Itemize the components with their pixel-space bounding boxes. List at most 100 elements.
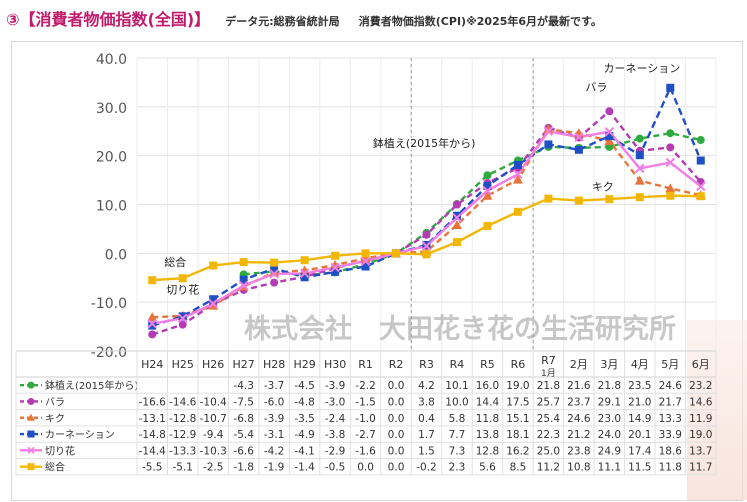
data-point (483, 221, 492, 230)
data-point (330, 262, 340, 273)
table-cell: 0.0 (388, 462, 405, 474)
table-cell: 7.3 (449, 445, 466, 457)
table-cell: 21.8 (598, 380, 621, 392)
legend-key-marker (27, 446, 35, 454)
table-cell: -1.4 (294, 462, 315, 474)
data-point (604, 127, 615, 137)
data-point (513, 169, 523, 179)
data-point (148, 276, 157, 285)
table-cell: -2.5 (203, 462, 224, 474)
data-point (148, 321, 157, 330)
data-point (361, 262, 370, 271)
table-cell: -10.4 (200, 396, 227, 408)
table-cell: 13.3 (659, 413, 682, 425)
x-tick-label: 5月 (661, 358, 679, 371)
data-point (605, 195, 614, 204)
table-cell: -0.5 (325, 462, 346, 474)
data-point (451, 220, 462, 230)
table-cell: 23.0 (598, 413, 621, 425)
x-tick-label: R6 (511, 358, 526, 371)
data-point (665, 183, 676, 193)
table-cell: -12.9 (169, 429, 196, 441)
table-cell: 20.1 (628, 429, 651, 441)
page-title: ③【消費者物価指数(全国)】 (6, 10, 211, 29)
series-line (243, 131, 702, 277)
table-cell: 10.8 (567, 462, 590, 474)
series-annotation: 鉢植え(2015年から) (373, 136, 476, 150)
table-cell: 0.0 (388, 413, 405, 425)
table-cell: -6.8 (233, 413, 254, 425)
header: ③【消費者物価指数(全国)】 データ元:総務省統計局 消費者物価指数(CPI)※… (6, 6, 602, 29)
table-cell: 10.1 (445, 380, 468, 392)
series-annotation: バラ (585, 81, 607, 94)
table-cell: 21.2 (567, 429, 590, 441)
data-point (482, 190, 493, 200)
x-tick-label: H25 (172, 358, 194, 371)
table-cell: 4.2 (418, 380, 435, 392)
table-cell: 24.0 (598, 429, 621, 441)
data-point (666, 143, 675, 152)
data-point (666, 191, 675, 200)
x-tick-label: H29 (293, 358, 315, 371)
table-cell: 13.8 (476, 429, 499, 441)
table-cell: 11.5 (628, 462, 651, 474)
data-point (270, 278, 279, 287)
data-point (360, 256, 371, 266)
x-tick-label: R5 (480, 358, 495, 371)
table-cell: 17.4 (628, 445, 652, 457)
table-cell: 22.3 (537, 429, 560, 441)
table-cell: -2.2 (355, 380, 376, 392)
series-lines (151, 84, 702, 336)
table-cell: 11.1 (598, 462, 621, 474)
table-cell: 3.8 (418, 396, 435, 408)
legend-key-marker (27, 381, 35, 389)
data-point (239, 258, 248, 267)
x-tick-label: H30 (324, 358, 346, 371)
series-annotation: キク (592, 181, 614, 194)
table-cell: -2.7 (355, 429, 376, 441)
table-cell: 25.4 (537, 413, 561, 425)
table-cell: -3.7 (264, 380, 285, 392)
data-point (544, 194, 553, 203)
table-cell: -14.6 (169, 396, 196, 408)
data-point (574, 132, 584, 142)
data-point (178, 312, 187, 321)
data-point (635, 163, 645, 174)
table-cell: -6.0 (264, 396, 285, 408)
data-point (147, 312, 158, 322)
data-point (635, 151, 644, 160)
data-point (513, 160, 522, 169)
watermark: 株式会社 大田花き花の生活研究所 (244, 313, 676, 345)
data-point (392, 249, 401, 258)
table-cell: -3.1 (264, 429, 285, 441)
table-cell: -5.1 (172, 462, 193, 474)
table-cell: -5.5 (142, 462, 163, 474)
data-point (148, 330, 157, 339)
table-cell: 0.0 (388, 445, 405, 457)
series-annotation: 切り花 (166, 284, 199, 297)
table-cell: 11.8 (659, 462, 682, 474)
x-tick-label: R1 (358, 358, 373, 371)
table-cell: -4.1 (294, 445, 315, 457)
table-cell: 10.0 (445, 396, 468, 408)
x-tick-label: H27 (233, 358, 255, 371)
table-cell: 1.5 (418, 445, 435, 457)
series-annotation: カーネーション (604, 62, 681, 75)
table-cell: 19.0 (506, 380, 529, 392)
table-cell: 25.0 (537, 445, 560, 457)
table-cell: 21.7 (659, 396, 682, 408)
data-point (452, 212, 462, 223)
legend-entry: キク (45, 413, 65, 425)
table-cell: 21.0 (628, 396, 651, 408)
table-cell: 1.7 (418, 429, 435, 441)
y-tick-label: 40.0 (96, 52, 127, 68)
x-tick-label: H24 (141, 358, 163, 371)
grid (136, 57, 717, 352)
data-point (147, 318, 157, 329)
table-cell: 11.2 (537, 462, 560, 474)
data-point (634, 175, 645, 185)
table-cell: -3.9 (325, 380, 346, 392)
legend-entry: バラ (45, 396, 65, 408)
table-cell: 11.9 (689, 413, 712, 425)
